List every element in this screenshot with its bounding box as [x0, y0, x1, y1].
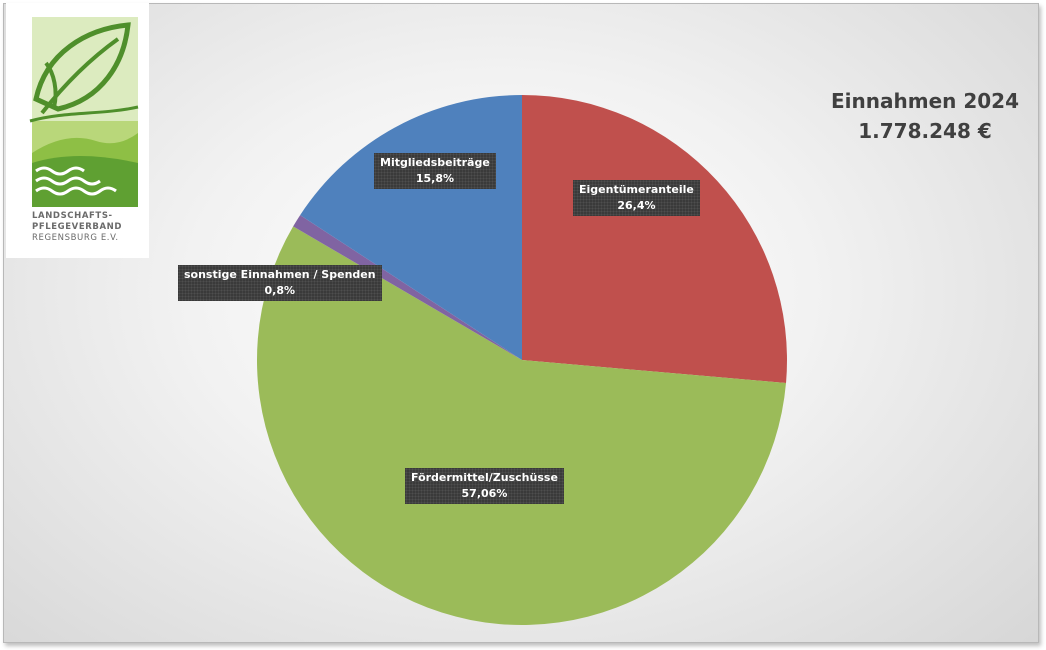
logo-line-1: LANDSCHAFTS- — [32, 211, 113, 221]
leaf-logo-icon — [29, 17, 139, 207]
data-label-value-1: 57,06% — [461, 487, 508, 500]
chart-title-block: Einnahmen 2024 1.778.248 € — [800, 86, 1046, 146]
data-label-1: Fördermittel/Zuschüsse 57,06% — [405, 468, 564, 504]
data-label-name-0: Eigentümeranteile — [579, 183, 694, 196]
data-label-3: Mitgliedsbeiträge 15,8% — [374, 153, 496, 189]
data-label-value-2: 0,8% — [264, 284, 296, 297]
data-label-0: Eigentümeranteile 26,4% — [573, 180, 700, 216]
chart-subtitle: 1.778.248 € — [858, 119, 992, 143]
data-label-name-1: Fördermittel/Zuschüsse — [411, 471, 558, 484]
logo: LANDSCHAFTS- PFLEGEVERBAND REGENSBURG E.… — [6, 3, 149, 258]
logo-line-3: REGENSBURG E.V. — [32, 233, 119, 243]
data-label-value-3: 15,8% — [415, 172, 454, 185]
logo-line-2: PFLEGEVERBAND — [32, 222, 122, 232]
pie-slice-2 — [293, 215, 522, 360]
data-label-name-3: Mitgliedsbeiträge — [380, 156, 490, 169]
pie-slice-1 — [257, 226, 786, 625]
pie-slice-0 — [522, 95, 788, 384]
data-label-name-2: sonstige Einnahmen / Spenden — [184, 268, 376, 281]
chart-title: Einnahmen 2024 — [831, 89, 1019, 113]
data-label-value-0: 26,4% — [617, 199, 656, 212]
logo-text: LANDSCHAFTS- PFLEGEVERBAND REGENSBURG E.… — [32, 211, 150, 244]
data-label-2: sonstige Einnahmen / Spenden 0,8% — [178, 265, 382, 301]
